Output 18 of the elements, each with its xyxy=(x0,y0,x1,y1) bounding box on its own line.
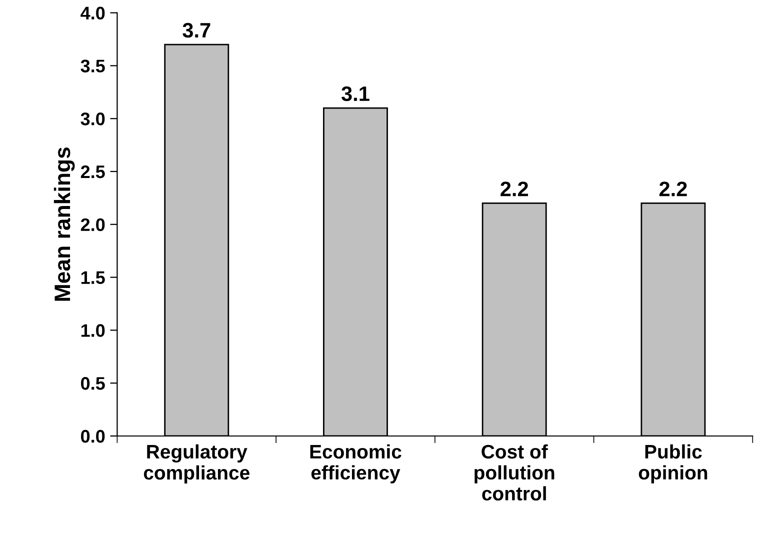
text: 2.5 xyxy=(80,165,105,178)
y-axis-title: Mean rankings xyxy=(54,148,75,301)
text: 1.0 xyxy=(81,324,105,337)
data-label: 3.7 xyxy=(182,22,210,38)
data-label: 2.2 xyxy=(659,182,687,196)
text: 0.5 xyxy=(81,377,105,390)
text: 0.0 xyxy=(81,430,105,443)
data-label: 3.1 xyxy=(341,86,370,102)
text: 3.0 xyxy=(80,112,105,126)
text: 1.5 xyxy=(81,271,105,284)
text: 3.5 xyxy=(80,60,105,72)
data-label: 2.2 xyxy=(500,182,528,196)
x-tick-label: Cost of pollution control xyxy=(474,444,554,500)
x-tick-label: Economic efficiency xyxy=(310,444,402,484)
text: 2.0 xyxy=(80,218,105,232)
x-tick-label: Regulatory compliance xyxy=(144,444,250,484)
text: 4.0 xyxy=(80,6,105,20)
x-tick-label: Public opinion xyxy=(638,444,708,484)
